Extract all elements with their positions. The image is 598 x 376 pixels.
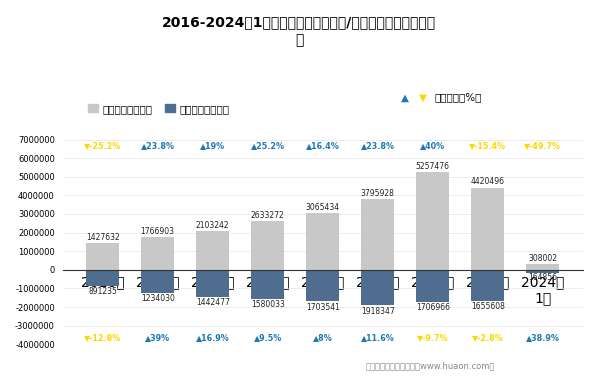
Text: ▲11.6%: ▲11.6%	[361, 334, 395, 343]
Bar	[196, 230, 229, 270]
Text: 164856: 164856	[529, 273, 557, 282]
Text: 308002: 308002	[529, 255, 557, 264]
Text: ▲16.4%: ▲16.4%	[306, 141, 340, 150]
Text: 1580033: 1580033	[251, 300, 285, 309]
Text: ▲38.9%: ▲38.9%	[526, 334, 560, 343]
Text: ▲8%: ▲8%	[313, 334, 332, 343]
Text: ▼-2.8%: ▼-2.8%	[472, 334, 504, 343]
Bar	[306, 270, 339, 302]
Bar	[141, 237, 174, 270]
Text: 3065434: 3065434	[306, 203, 340, 212]
Text: ▼: ▼	[419, 92, 427, 103]
Text: 1918347: 1918347	[361, 306, 395, 315]
Bar	[526, 270, 559, 273]
Text: 3795928: 3795928	[361, 189, 395, 198]
Text: 1234030: 1234030	[141, 294, 175, 303]
Text: 2633272: 2633272	[251, 211, 285, 220]
Text: ▲16.9%: ▲16.9%	[196, 334, 230, 343]
Text: 1655608: 1655608	[471, 302, 505, 311]
Bar	[416, 172, 449, 270]
Text: 同比增长（%）: 同比增长（%）	[435, 92, 482, 103]
Text: ▼-25.2%: ▼-25.2%	[84, 141, 121, 150]
Text: 4420496: 4420496	[471, 177, 505, 186]
Text: 制图：华经产业研究院（www.huaon.com）: 制图：华经产业研究院（www.huaon.com）	[366, 361, 495, 370]
Text: 1706966: 1706966	[416, 303, 450, 312]
Bar	[526, 264, 559, 270]
Text: 1427632: 1427632	[86, 233, 120, 242]
Legend: 出口额（万美元）, 进口额（万美元）: 出口额（万美元）, 进口额（万美元）	[83, 100, 233, 118]
Bar	[86, 243, 119, 270]
Text: ▼-49.7%: ▼-49.7%	[524, 141, 562, 150]
Text: ▼-12.8%: ▼-12.8%	[84, 334, 121, 343]
Bar	[141, 270, 174, 293]
Text: 1442477: 1442477	[196, 298, 230, 307]
Text: ▲40%: ▲40%	[420, 141, 446, 150]
Bar	[251, 221, 284, 270]
Text: ▼-9.7%: ▼-9.7%	[417, 334, 448, 343]
Bar	[416, 270, 449, 302]
Bar	[251, 270, 284, 299]
Text: ▲19%: ▲19%	[200, 141, 225, 150]
Text: 891235: 891235	[89, 288, 117, 297]
Text: ▲23.8%: ▲23.8%	[361, 141, 395, 150]
Bar	[471, 270, 504, 300]
Text: ▲9.5%: ▲9.5%	[254, 334, 282, 343]
Text: 2103242: 2103242	[196, 220, 230, 229]
Text: ▼-15.4%: ▼-15.4%	[469, 141, 507, 150]
Bar	[86, 270, 119, 287]
Text: ▲39%: ▲39%	[145, 334, 170, 343]
Text: 2016-2024年1月湖南省（境内目的地/货源地）进、出口额统
计: 2016-2024年1月湖南省（境内目的地/货源地）进、出口额统 计	[162, 15, 436, 47]
Text: 1703541: 1703541	[306, 303, 340, 312]
Text: ▲: ▲	[401, 92, 409, 103]
Text: 1766903: 1766903	[141, 227, 175, 236]
Bar	[361, 199, 394, 270]
Bar	[306, 213, 339, 270]
Bar	[196, 270, 229, 297]
Text: ▲23.8%: ▲23.8%	[141, 141, 175, 150]
Bar	[471, 188, 504, 270]
Bar	[361, 270, 394, 305]
Text: 5257476: 5257476	[416, 162, 450, 171]
Text: ▲25.2%: ▲25.2%	[251, 141, 285, 150]
